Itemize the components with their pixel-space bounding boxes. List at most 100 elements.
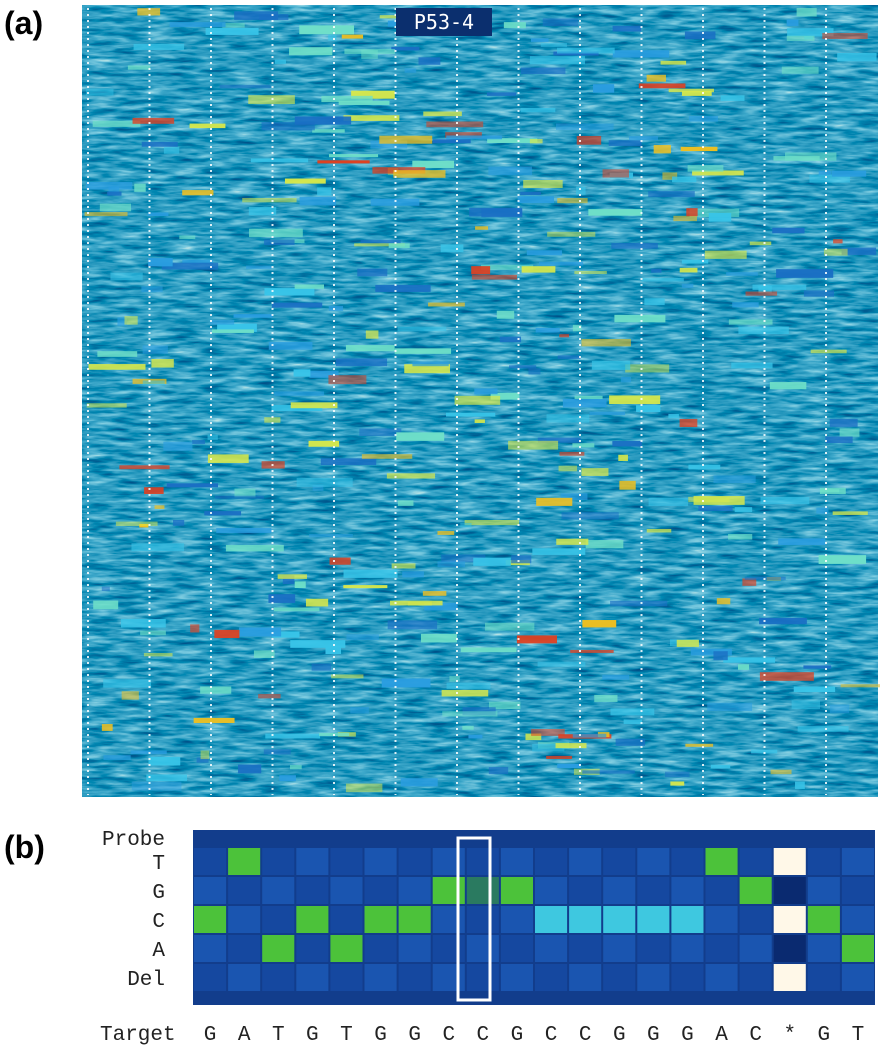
probe-cell — [807, 877, 840, 904]
spot — [215, 495, 264, 499]
spot — [92, 120, 141, 127]
spot — [520, 191, 541, 196]
probe-cell — [603, 964, 636, 991]
spot — [391, 563, 416, 569]
spot — [394, 348, 452, 354]
spot — [196, 757, 209, 763]
spot — [293, 369, 311, 377]
spot — [734, 507, 753, 513]
spot — [161, 262, 219, 270]
spot — [687, 165, 724, 172]
spot — [328, 305, 344, 311]
spot — [535, 327, 560, 333]
spot — [679, 418, 698, 428]
spot — [488, 166, 532, 176]
target-base: G — [681, 1024, 694, 1047]
probe-cell — [364, 964, 397, 991]
spot — [508, 440, 559, 450]
target-base: G — [204, 1024, 217, 1047]
spot — [441, 689, 489, 697]
spot — [503, 22, 526, 29]
spot — [511, 555, 532, 564]
spot — [546, 414, 590, 423]
probe-cell — [841, 935, 874, 962]
target-base: C — [545, 1024, 558, 1047]
spot — [648, 191, 695, 198]
spot — [619, 480, 636, 490]
spot — [520, 67, 566, 75]
spot — [530, 38, 549, 42]
spot — [346, 634, 379, 640]
spot — [791, 700, 821, 710]
target-label: Target — [100, 1024, 176, 1047]
spot — [496, 310, 515, 319]
spot — [284, 178, 326, 184]
spot — [312, 129, 345, 133]
spot — [690, 648, 732, 656]
spot — [143, 653, 173, 657]
spot — [397, 500, 414, 506]
spot — [787, 28, 834, 37]
spot — [621, 376, 632, 383]
spot — [823, 248, 848, 256]
spot — [540, 43, 567, 48]
spot — [274, 391, 325, 396]
spot — [271, 631, 300, 638]
spot — [182, 259, 214, 264]
spot — [294, 284, 325, 289]
spot — [487, 138, 538, 143]
spot — [432, 139, 471, 144]
spot — [328, 154, 379, 158]
probe-cell — [841, 906, 874, 933]
probe-cell — [739, 848, 772, 875]
spot — [264, 239, 295, 246]
spot — [720, 95, 745, 101]
probe-cell — [603, 906, 636, 933]
spot — [110, 272, 143, 281]
spot — [311, 663, 332, 671]
row-label: C — [152, 911, 165, 934]
probe-cell — [466, 877, 499, 904]
spot — [576, 186, 586, 195]
spot — [704, 250, 747, 259]
panel-label: (a) — [4, 5, 43, 41]
spot — [542, 18, 579, 27]
spot — [623, 719, 643, 725]
target-base: * — [783, 1024, 796, 1047]
spot — [210, 320, 235, 325]
spot — [653, 145, 671, 154]
spot — [685, 743, 714, 747]
spot — [88, 364, 146, 370]
spot — [148, 756, 181, 766]
probe-cell — [228, 964, 261, 991]
spot — [344, 49, 396, 54]
spot — [335, 358, 388, 367]
spot — [422, 591, 447, 596]
spot — [294, 581, 306, 589]
spot — [120, 618, 166, 628]
probe-cell — [398, 877, 431, 904]
spot — [258, 693, 281, 699]
probe-cell — [398, 935, 431, 962]
probe-cell — [535, 848, 568, 875]
spot — [141, 141, 178, 147]
spot — [676, 639, 699, 647]
spot — [462, 707, 496, 716]
probe-cell — [705, 877, 738, 904]
spot — [529, 56, 586, 65]
probe-cell — [194, 848, 227, 875]
spot — [593, 84, 615, 93]
probe-cell — [330, 935, 363, 962]
spot — [574, 395, 603, 399]
spot — [268, 341, 313, 350]
spot — [294, 116, 352, 125]
spot — [99, 203, 131, 212]
probe-cell — [807, 848, 840, 875]
spot — [490, 392, 520, 400]
spot — [242, 197, 297, 203]
spot — [786, 19, 799, 26]
spot — [523, 180, 563, 188]
spot — [839, 428, 860, 437]
spot — [239, 627, 282, 637]
array-title: P53-4 — [414, 10, 474, 34]
